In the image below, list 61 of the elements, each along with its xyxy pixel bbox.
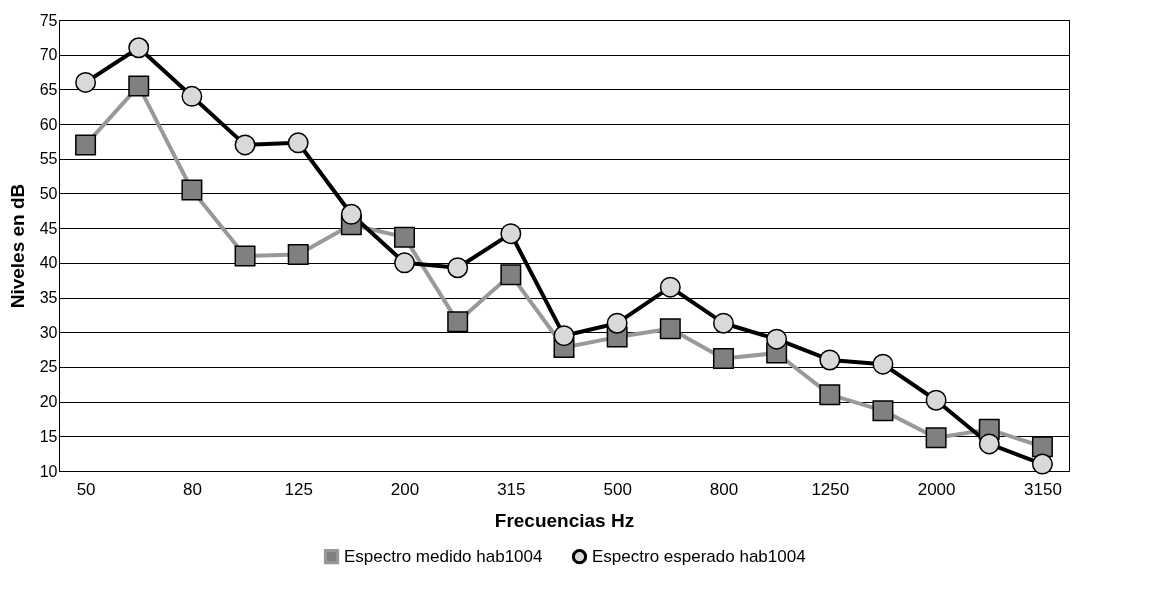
x-tick-label: 125 [284, 479, 313, 499]
x-tick-label: 500 [603, 479, 632, 499]
x-tick-label: 2000 [917, 479, 956, 499]
point [712, 312, 734, 334]
point [500, 264, 522, 286]
y-tick-label: 35 [39, 289, 58, 307]
point [128, 75, 150, 97]
y-tick-label: 15 [39, 427, 58, 445]
x-tick-label: 50 [76, 479, 96, 499]
point [394, 226, 416, 248]
point [128, 37, 150, 59]
point [447, 311, 469, 333]
point [1031, 436, 1053, 458]
y-tick-label: 25 [39, 358, 58, 376]
x-tick-label: 800 [709, 479, 739, 499]
point [819, 384, 841, 406]
point [925, 427, 947, 449]
y-tick-label: 50 [39, 184, 58, 202]
x-tick-label: 315 [497, 479, 526, 499]
point [659, 276, 681, 298]
point [394, 252, 416, 274]
y-tick-label: 40 [39, 254, 58, 272]
point [872, 353, 894, 375]
y-tick-label: 30 [39, 323, 58, 341]
point [340, 203, 362, 225]
point [819, 349, 841, 371]
point [978, 433, 1000, 455]
point [75, 71, 97, 93]
point [181, 85, 203, 107]
x-tick-label: 200 [390, 479, 420, 499]
x-tick-label: 80 [182, 479, 202, 499]
x-tick-label: 3150 [1024, 479, 1062, 499]
point [606, 312, 628, 334]
y-tick-label: 60 [39, 115, 58, 133]
y-tick-label: 65 [39, 80, 58, 98]
y-tick-label: 70 [39, 46, 58, 64]
point [75, 134, 97, 156]
x-tick-label: 1250 [811, 479, 850, 499]
y-axis-title: Niveles en dB [6, 183, 28, 309]
point [287, 132, 309, 154]
y-tick-label: 55 [39, 150, 58, 168]
point [287, 244, 309, 266]
y-tick-label: 75 [39, 11, 58, 29]
x-axis-title: Frecuencias Hz [494, 509, 635, 531]
point [234, 245, 256, 267]
point [234, 134, 256, 156]
point [553, 325, 575, 347]
point [659, 318, 681, 340]
point [1031, 453, 1053, 475]
point [447, 257, 469, 279]
point [872, 400, 894, 422]
y-tick-label: 10 [39, 462, 58, 480]
legend-label: Espectro esperado hab1004 [592, 546, 806, 566]
y-tick-label: 20 [39, 393, 58, 411]
y-tick-label: 45 [39, 219, 58, 237]
legend-label: Espectro medido hab1004 [344, 546, 543, 566]
point [181, 179, 203, 201]
point [500, 223, 522, 245]
point [925, 389, 947, 411]
point [766, 328, 788, 350]
point [712, 348, 734, 370]
